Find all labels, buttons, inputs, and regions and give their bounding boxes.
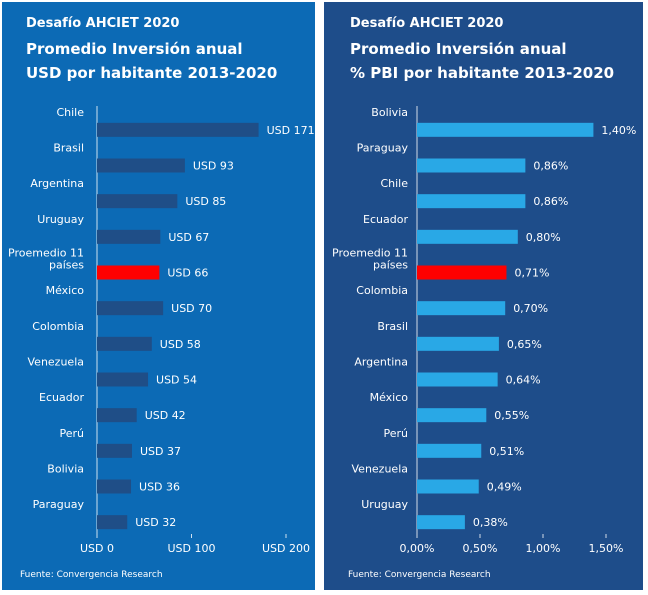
bar <box>97 515 128 530</box>
right-title-line2: Promedio Inversión anual <box>350 40 567 58</box>
bar <box>417 408 487 423</box>
value-label: 0,38% <box>473 516 508 529</box>
bar <box>417 194 526 209</box>
x-tick-label: 1,50% <box>589 542 624 555</box>
bar <box>417 122 594 137</box>
bar <box>417 301 506 316</box>
right-source-note: Fuente: Convergencia Research <box>348 570 491 580</box>
category-label: Perú <box>59 427 84 440</box>
category-label: Chile <box>380 177 408 190</box>
value-label: 0,49% <box>487 481 522 494</box>
category-label: Chile <box>56 106 84 119</box>
x-tick-label: USD 200 <box>262 542 310 555</box>
category-label: Brasil <box>377 320 408 333</box>
category-label: Proemedio 11 <box>332 247 408 260</box>
value-label: 0,71% <box>514 267 549 280</box>
x-tick-label: USD 100 <box>168 542 216 555</box>
bar-highlight <box>417 265 507 280</box>
right-chart-panel: Desafío AHCIET 2020 Promedio Inversión a… <box>324 2 643 590</box>
category-label: México <box>370 391 409 404</box>
value-label: USD 171 <box>267 124 315 137</box>
value-label: 0,65% <box>507 338 542 351</box>
category-label: Argentina <box>354 356 408 369</box>
value-label: USD 93 <box>193 160 234 173</box>
value-label: USD 42 <box>145 409 186 422</box>
bar <box>417 443 482 458</box>
category-label: Bolivia <box>47 463 84 476</box>
category-label: Venezuela <box>352 463 409 476</box>
value-label: USD 58 <box>160 338 201 351</box>
value-label: USD 54 <box>156 374 197 387</box>
category-label: Bolivia <box>371 106 408 119</box>
category-label: Venezuela <box>28 356 85 369</box>
bar <box>97 122 259 137</box>
bar <box>417 515 465 530</box>
category-label: Colombia <box>32 320 84 333</box>
bar <box>97 479 132 494</box>
left-bar-chart: Chile USD 171 Brasil USD 93 Argentina USD 85 U… <box>8 106 315 555</box>
category-label: Ecuador <box>39 391 84 404</box>
x-tick-label: 1,00% <box>526 542 561 555</box>
bar <box>97 158 185 173</box>
value-label: 0,86% <box>533 195 568 208</box>
value-label: 1,40% <box>601 124 636 137</box>
value-label: 0,55% <box>494 409 529 422</box>
left-source-note: Fuente: Convergencia Research <box>20 570 163 580</box>
category-label: Proemedio 11 <box>8 247 84 260</box>
left-title-line3: USD por habitante 2013-2020 <box>26 64 278 82</box>
value-label: USD 67 <box>168 231 209 244</box>
category-label: Perú <box>383 427 408 440</box>
bar <box>417 158 526 173</box>
bar <box>97 372 149 387</box>
category-label: Brasil <box>53 142 84 155</box>
bar <box>97 194 178 209</box>
x-tick-label: USD 0 <box>80 542 114 555</box>
value-label: 0,64% <box>506 374 541 387</box>
bar <box>97 336 152 351</box>
value-label: USD 37 <box>140 445 181 458</box>
bar <box>97 301 164 316</box>
bar <box>97 408 137 423</box>
value-label: 0,86% <box>533 160 568 173</box>
value-label: 0,80% <box>526 231 561 244</box>
bar <box>97 443 132 458</box>
bar <box>417 336 499 351</box>
value-label: 0,70% <box>513 302 548 315</box>
value-label: USD 70 <box>171 302 212 315</box>
category-label: países <box>373 259 408 272</box>
category-label: Uruguay <box>361 498 408 511</box>
bar <box>417 229 518 244</box>
left-title-line2: Promedio Inversión anual <box>26 40 243 58</box>
value-label: USD 66 <box>167 267 208 280</box>
value-label: USD 36 <box>139 481 180 494</box>
category-label: Paraguay <box>33 498 85 511</box>
bar <box>417 479 479 494</box>
left-title-line1: Desafío AHCIET 2020 <box>26 16 180 31</box>
value-label: USD 85 <box>185 195 226 208</box>
x-tick-label: 0,50% <box>463 542 498 555</box>
category-label: Argentina <box>30 177 84 190</box>
category-label: México <box>46 284 85 297</box>
value-label: USD 32 <box>135 516 176 529</box>
category-label: Paraguay <box>357 142 409 155</box>
right-bar-chart: Bolivia 1,40% Paraguay 0,86% Chile 0,86% Ecuad… <box>332 106 636 555</box>
right-title-line3: % PBI por habitante 2013-2020 <box>350 64 615 82</box>
bar-highlight <box>97 265 160 280</box>
right-title-line1: Desafío AHCIET 2020 <box>350 16 504 31</box>
bar <box>417 372 498 387</box>
category-label: Uruguay <box>37 213 84 226</box>
bar <box>97 229 161 244</box>
category-label: Ecuador <box>363 213 408 226</box>
x-tick-label: 0,00% <box>400 542 435 555</box>
value-label: 0,51% <box>489 445 524 458</box>
left-chart-panel: Desafío AHCIET 2020 Promedio Inversión a… <box>2 2 315 590</box>
category-label: Colombia <box>356 284 408 297</box>
category-label: países <box>49 259 84 272</box>
